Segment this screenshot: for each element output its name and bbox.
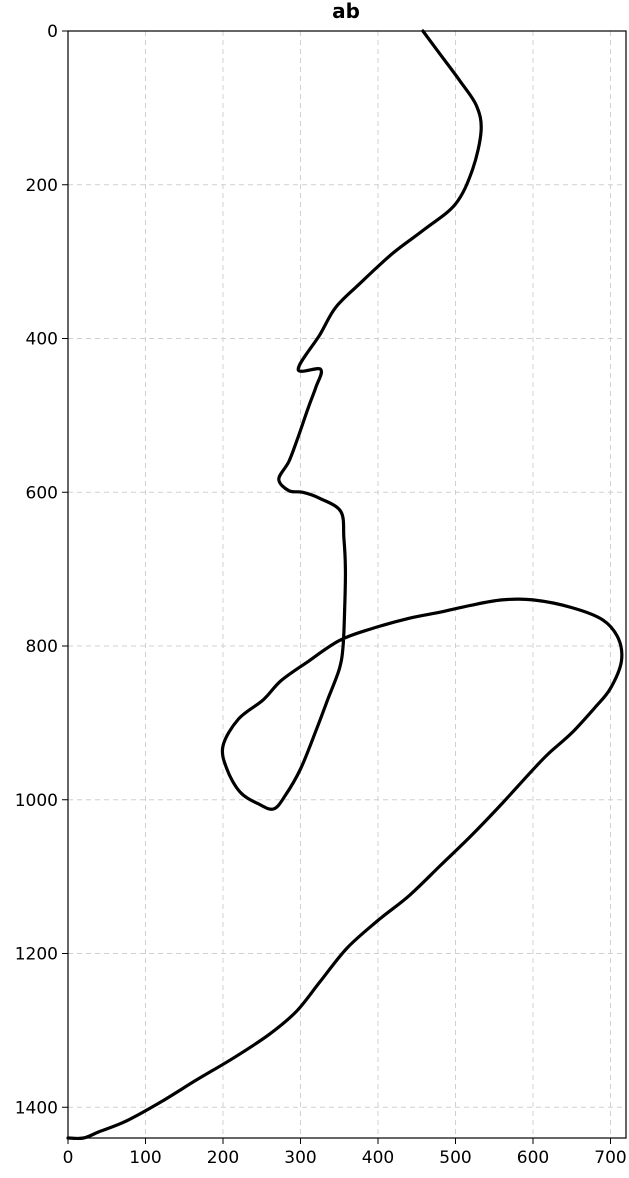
series-line	[66, 29, 624, 1141]
y-tick-label: 1200	[15, 945, 58, 965]
x-tick-label: 700	[594, 1148, 626, 1168]
x-tick-label: 100	[129, 1148, 161, 1168]
y-tick-label: 200	[26, 176, 58, 196]
y-tick-label: 1000	[15, 791, 58, 811]
x-tick-label: 400	[362, 1148, 394, 1168]
x-tick-label: 0	[63, 1148, 74, 1168]
y-tick-label: 600	[26, 483, 58, 503]
y-tick-label: 800	[26, 637, 58, 657]
y-tick-label: 400	[26, 330, 58, 350]
grid-lines	[67, 30, 626, 1138]
axis-ticks: 0 100 200 300 400 500 600 700 0 200 400 600 800 1000 1…	[15, 22, 627, 1168]
plot-frame	[67, 30, 627, 1139]
x-tick-label: 600	[517, 1148, 549, 1168]
y-tick-label: 1400	[15, 1098, 58, 1118]
chart-title: ab	[332, 0, 360, 23]
y-tick-label: 0	[47, 22, 58, 42]
x-tick-label: 500	[439, 1148, 471, 1168]
series-layer	[66, 29, 624, 1141]
x-tick-label: 200	[207, 1148, 239, 1168]
x-tick-label: 300	[284, 1148, 316, 1168]
